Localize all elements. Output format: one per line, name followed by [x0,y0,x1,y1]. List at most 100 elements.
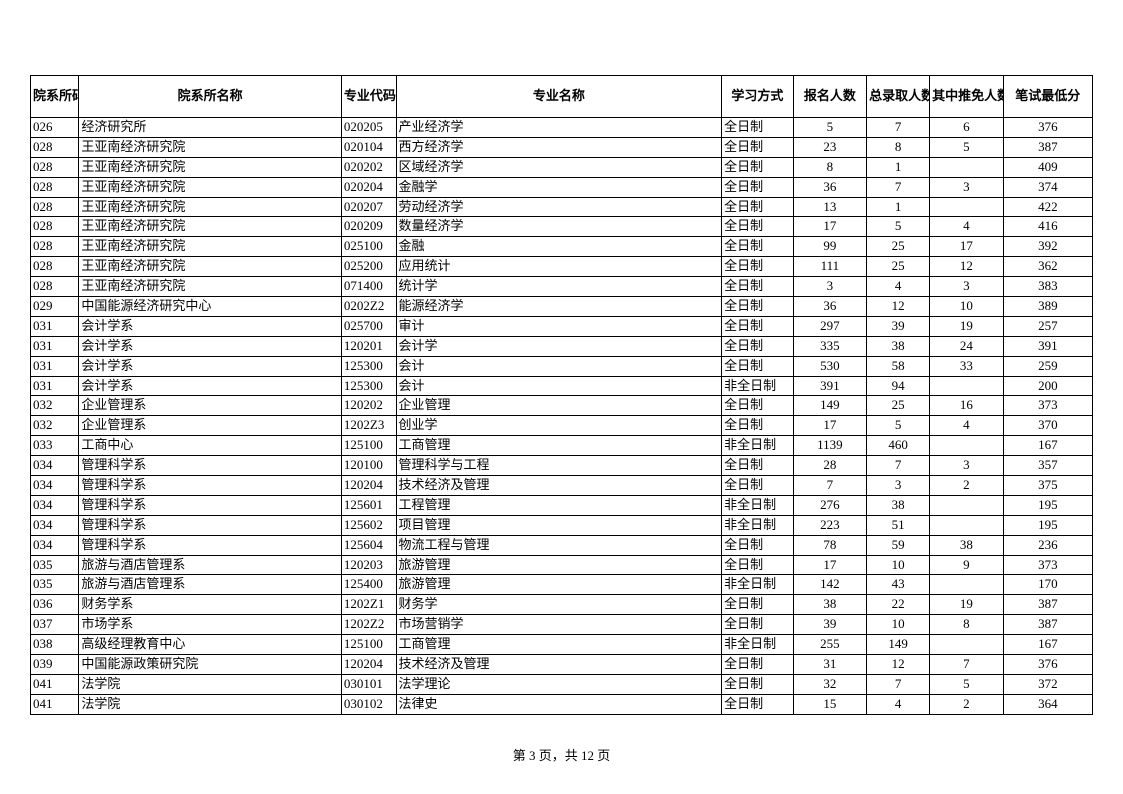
cell-study_mode: 全日制 [722,137,793,157]
cell-dept_code: 026 [31,118,79,138]
cell-applicants: 111 [793,257,867,277]
cell-dept_name: 王亚南经济研究院 [79,257,342,277]
cell-study_mode: 全日制 [722,297,793,317]
cell-study_mode: 全日制 [722,336,793,356]
header-dept_code: 院系所码 [31,76,79,118]
cell-admitted: 7 [867,177,930,197]
cell-dept_name: 工商中心 [79,436,342,456]
cell-min_score: 364 [1003,694,1092,714]
cell-min_score: 387 [1003,615,1092,635]
table-row: 034管理科学系120100管理科学与工程全日制2873357 [31,456,1093,476]
cell-applicants: 391 [793,376,867,396]
cell-admitted: 22 [867,595,930,615]
cell-recommend [930,197,1004,217]
cell-major_name: 企业管理 [396,396,722,416]
cell-min_score: 362 [1003,257,1092,277]
cell-admitted: 25 [867,237,930,257]
cell-min_score: 373 [1003,396,1092,416]
cell-major_code: 0202Z2 [341,297,396,317]
cell-dept_code: 032 [31,416,79,436]
cell-dept_code: 031 [31,316,79,336]
table-row: 035旅游与酒店管理系120203旅游管理全日制17109373 [31,555,1093,575]
cell-admitted: 7 [867,118,930,138]
cell-dept_name: 王亚南经济研究院 [79,177,342,197]
cell-dept_name: 企业管理系 [79,416,342,436]
cell-applicants: 530 [793,356,867,376]
cell-major_code: 025100 [341,237,396,257]
cell-applicants: 142 [793,575,867,595]
cell-applicants: 78 [793,535,867,555]
cell-major_code: 125601 [341,495,396,515]
cell-dept_name: 会计学系 [79,336,342,356]
cell-admitted: 12 [867,655,930,675]
cell-dept_name: 王亚南经济研究院 [79,197,342,217]
cell-applicants: 28 [793,456,867,476]
header-study_mode: 学习方式 [722,76,793,118]
cell-dept_name: 财务学系 [79,595,342,615]
cell-major_code: 1202Z1 [341,595,396,615]
cell-major_code: 125100 [341,635,396,655]
cell-study_mode: 全日制 [722,237,793,257]
cell-dept_name: 王亚南经济研究院 [79,277,342,297]
cell-applicants: 39 [793,615,867,635]
table-row: 034管理科学系120204技术经济及管理全日制732375 [31,476,1093,496]
cell-min_score: 374 [1003,177,1092,197]
cell-dept_code: 034 [31,515,79,535]
cell-applicants: 17 [793,217,867,237]
cell-study_mode: 全日制 [722,177,793,197]
cell-min_score: 195 [1003,495,1092,515]
cell-dept_name: 经济研究所 [79,118,342,138]
table-row: 028王亚南经济研究院020202区域经济学全日制81409 [31,157,1093,177]
cell-major_name: 西方经济学 [396,137,722,157]
cell-admitted: 12 [867,297,930,317]
cell-major_code: 120204 [341,476,396,496]
cell-applicants: 276 [793,495,867,515]
table-row: 034管理科学系125601工程管理非全日制27638195 [31,495,1093,515]
table-row: 041法学院030102法律史全日制1542364 [31,694,1093,714]
table-row: 028王亚南经济研究院020209数量经济学全日制1754416 [31,217,1093,237]
cell-admitted: 10 [867,615,930,635]
cell-dept_name: 管理科学系 [79,476,342,496]
cell-dept_code: 035 [31,575,79,595]
cell-dept_name: 法学院 [79,694,342,714]
cell-dept_name: 管理科学系 [79,495,342,515]
cell-recommend: 2 [930,476,1004,496]
cell-dept_name: 会计学系 [79,376,342,396]
cell-major_code: 1202Z2 [341,615,396,635]
cell-major_name: 物流工程与管理 [396,535,722,555]
cell-min_score: 373 [1003,555,1092,575]
cell-recommend: 17 [930,237,1004,257]
cell-min_score: 387 [1003,137,1092,157]
cell-major_name: 应用统计 [396,257,722,277]
cell-admitted: 5 [867,416,930,436]
cell-admitted: 4 [867,694,930,714]
cell-min_score: 170 [1003,575,1092,595]
cell-admitted: 43 [867,575,930,595]
cell-study_mode: 全日制 [722,118,793,138]
cell-dept_name: 王亚南经济研究院 [79,157,342,177]
cell-major_name: 会计 [396,356,722,376]
cell-dept_name: 市场学系 [79,615,342,635]
cell-dept_name: 会计学系 [79,316,342,336]
table-row: 035旅游与酒店管理系125400旅游管理非全日制14243170 [31,575,1093,595]
cell-admitted: 38 [867,495,930,515]
table-row: 028王亚南经济研究院020104西方经济学全日制2385387 [31,137,1093,157]
table-row: 028王亚南经济研究院025100金融全日制992517392 [31,237,1093,257]
cell-dept_code: 034 [31,476,79,496]
cell-major_code: 025700 [341,316,396,336]
table-row: 039中国能源政策研究院120204技术经济及管理全日制31127376 [31,655,1093,675]
table-head: 院系所码院系所名称专业代码专业名称学习方式报名人数总录取人数其中推免人数笔试最低… [31,76,1093,118]
cell-recommend [930,376,1004,396]
cell-admitted: 10 [867,555,930,575]
cell-admitted: 38 [867,336,930,356]
cell-major_code: 125602 [341,515,396,535]
cell-min_score: 387 [1003,595,1092,615]
cell-dept_code: 029 [31,297,79,317]
table-row: 028王亚南经济研究院025200应用统计全日制1112512362 [31,257,1093,277]
table-row: 036财务学系1202Z1财务学全日制382219387 [31,595,1093,615]
cell-major_code: 020204 [341,177,396,197]
cell-study_mode: 非全日制 [722,635,793,655]
cell-major_name: 审计 [396,316,722,336]
cell-major_name: 产业经济学 [396,118,722,138]
cell-major_name: 能源经济学 [396,297,722,317]
